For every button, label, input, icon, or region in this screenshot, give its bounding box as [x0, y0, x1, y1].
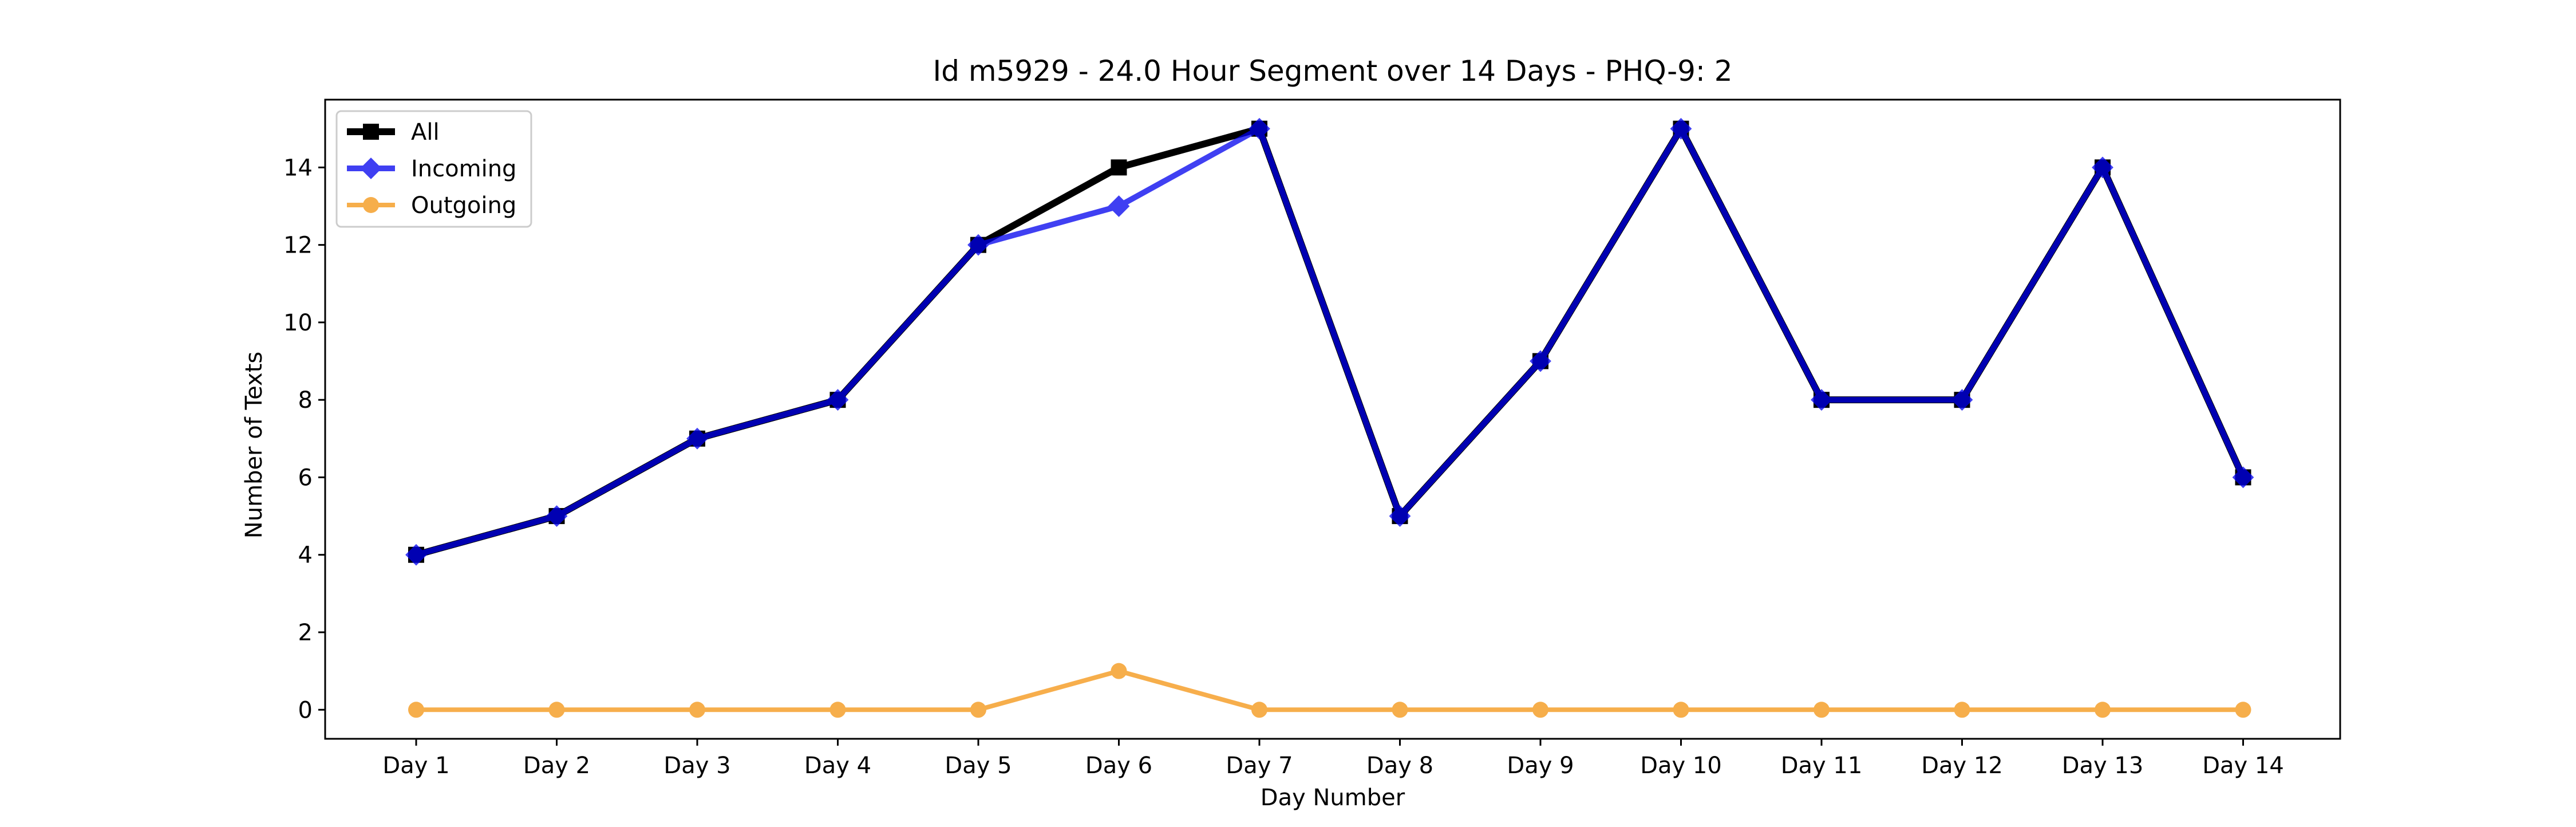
y-tick-label: 10: [283, 310, 313, 336]
data-point-outgoing: [829, 702, 846, 718]
legend-label: Incoming: [411, 156, 516, 182]
data-point-incoming: [1108, 195, 1130, 217]
x-tick-label: Day 13: [2062, 753, 2144, 779]
x-tick-label: Day 12: [1921, 753, 2003, 779]
x-tick-label: Day 4: [804, 753, 871, 779]
x-tick-label: Day 6: [1085, 753, 1152, 779]
data-point-outgoing: [408, 702, 424, 718]
y-tick-label: 14: [283, 155, 313, 181]
data-point-incoming: [827, 389, 849, 411]
legend-label: Outgoing: [411, 192, 516, 219]
data-point-outgoing: [689, 702, 705, 718]
y-tick-label: 2: [298, 620, 313, 646]
series-line-incoming: [415, 125, 2246, 558]
y-axis-label: Number of Texts: [241, 352, 267, 538]
x-tick-label: Day 11: [1781, 753, 1863, 779]
series-outgoing: [408, 663, 2251, 718]
series-incoming: [405, 117, 2254, 566]
series-line-all: [415, 125, 2246, 558]
x-tick-label: Day 14: [2202, 753, 2284, 779]
series-line-outgoing: [416, 668, 2243, 712]
data-point-outgoing: [1392, 702, 1408, 718]
data-point-incoming: [1389, 505, 1411, 527]
legend-marker: [363, 124, 379, 140]
series-all: [408, 120, 2251, 563]
data-point-incoming: [405, 544, 427, 566]
chart-legend: All Incoming Outgoing: [335, 110, 532, 228]
x-tick-label: Day 10: [1640, 753, 1722, 779]
legend-box: [335, 110, 532, 228]
x-tick-label: Day 8: [1366, 753, 1433, 779]
data-point-incoming: [1670, 117, 1692, 140]
legend-entry: [347, 197, 395, 213]
x-tick-label: Day 5: [945, 753, 1012, 779]
data-point-outgoing: [2095, 702, 2111, 718]
y-tick-label: 6: [298, 464, 313, 491]
data-point-outgoing: [1814, 702, 1830, 718]
x-tick-label: Day 1: [382, 753, 449, 779]
data-point-incoming: [546, 505, 568, 527]
data-point-incoming: [1530, 350, 1551, 372]
legend-label: All: [411, 119, 440, 145]
plot-frame: [324, 99, 2341, 740]
data-point-incoming: [686, 427, 708, 450]
data-point-incoming: [2092, 156, 2113, 179]
y-tick-label: 12: [283, 233, 313, 259]
plot-area: 0 2 4 6 8 10 12 14 Day 1 Day 2 Day 3 Day 4 Day 5 Day …: [283, 99, 2341, 779]
data-point-incoming: [1249, 117, 1270, 140]
data-point-incoming: [967, 234, 989, 256]
x-axis-label: Day Number: [1261, 785, 1405, 811]
data-point-outgoing: [1673, 702, 1689, 718]
data-point-incoming: [1951, 389, 1973, 411]
data-point-incoming: [1811, 389, 1832, 411]
legend-entry: [347, 157, 395, 179]
data-point-outgoing: [548, 702, 565, 718]
y-tick-label: 8: [298, 387, 313, 414]
y-tick-label: 4: [298, 542, 313, 569]
data-point-outgoing: [1251, 702, 1267, 718]
data-point-outgoing: [2235, 702, 2251, 718]
chart-title: Id m5929 - 24.0 Hour Segment over 14 Day…: [933, 54, 1732, 88]
data-point-outgoing: [1532, 702, 1548, 718]
data-point-outgoing: [1111, 663, 1127, 679]
x-tick-label: Day 2: [523, 753, 590, 779]
x-tick-label: Day 9: [1507, 753, 1574, 779]
legend-marker: [363, 197, 379, 213]
x-tick-label: Day 7: [1226, 753, 1293, 779]
legend-marker: [360, 157, 382, 179]
legend-entry: [347, 124, 395, 140]
data-point-outgoing: [1954, 702, 1970, 718]
data-point-outgoing: [970, 702, 986, 718]
x-tick-label: Day 3: [663, 753, 730, 779]
data-point-incoming: [2232, 466, 2254, 489]
data-point-all: [1111, 159, 1127, 176]
y-tick-label: 0: [298, 697, 313, 723]
